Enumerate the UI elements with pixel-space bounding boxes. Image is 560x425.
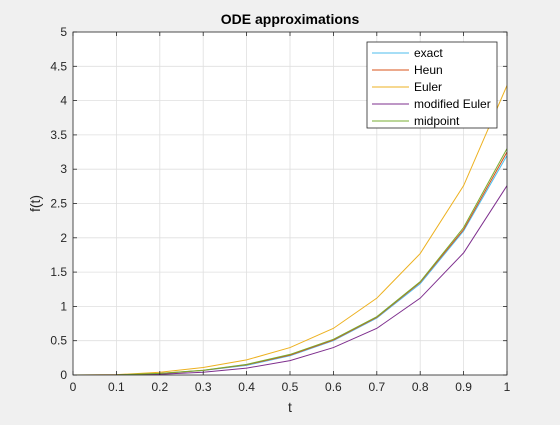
legend: exact Heun Euler modified Euler midpoint xyxy=(366,41,498,129)
legend-label-midpoint: midpoint xyxy=(414,114,460,128)
y-tick-label: 3.5 xyxy=(50,128,67,142)
y-axis-label: f(t) xyxy=(27,195,43,212)
y-tick-label: 0 xyxy=(60,368,67,382)
x-tick-label: 0 xyxy=(70,380,77,394)
chart-title: ODE approximations xyxy=(221,11,360,27)
legend-label-exact: exact xyxy=(414,46,443,60)
legend-items: exact Heun Euler modified Euler midpoint xyxy=(372,46,491,128)
series-line-euler xyxy=(73,85,507,375)
x-tick-label: 0.5 xyxy=(282,380,299,394)
axis-ticks: 0 0.1 0.2 0.3 0.4 0.5 0.6 0.7 0.8 0.9 1 0 0.5 1 1.5 2 2.… xyxy=(50,25,510,394)
y-tick-label: 1.5 xyxy=(50,265,67,279)
y-tick-label: 0.5 xyxy=(50,334,67,348)
legend-label-heun: Heun xyxy=(414,63,443,77)
y-tick-label: 2.5 xyxy=(50,197,67,211)
y-tick-label: 2 xyxy=(60,231,67,245)
x-tick-label: 0.6 xyxy=(325,380,342,394)
x-tick-label: 0.4 xyxy=(238,380,255,394)
y-tick-label: 3 xyxy=(60,162,67,176)
x-axis-label: t xyxy=(288,399,292,415)
x-tick-label: 0.9 xyxy=(455,380,472,394)
x-tick-label: 0.7 xyxy=(368,380,385,394)
legend-label-modified-euler: modified Euler xyxy=(414,97,491,111)
y-tick-label: 4.5 xyxy=(50,59,67,73)
x-tick-label: 0.1 xyxy=(108,380,125,394)
y-tick-label: 1 xyxy=(60,299,67,313)
series-line-midpoint xyxy=(73,148,507,375)
x-tick-label: 0.8 xyxy=(412,380,429,394)
x-tick-label: 0.2 xyxy=(151,380,168,394)
x-tick-label: 1 xyxy=(504,380,511,394)
y-tick-label: 5 xyxy=(60,25,67,39)
series-lines xyxy=(73,85,507,375)
legend-box xyxy=(366,41,498,129)
legend-label-euler: Euler xyxy=(414,80,442,94)
series-line-modified-euler xyxy=(73,185,507,375)
y-tick-label: 4 xyxy=(60,94,67,108)
x-tick-label: 0.3 xyxy=(195,380,212,394)
